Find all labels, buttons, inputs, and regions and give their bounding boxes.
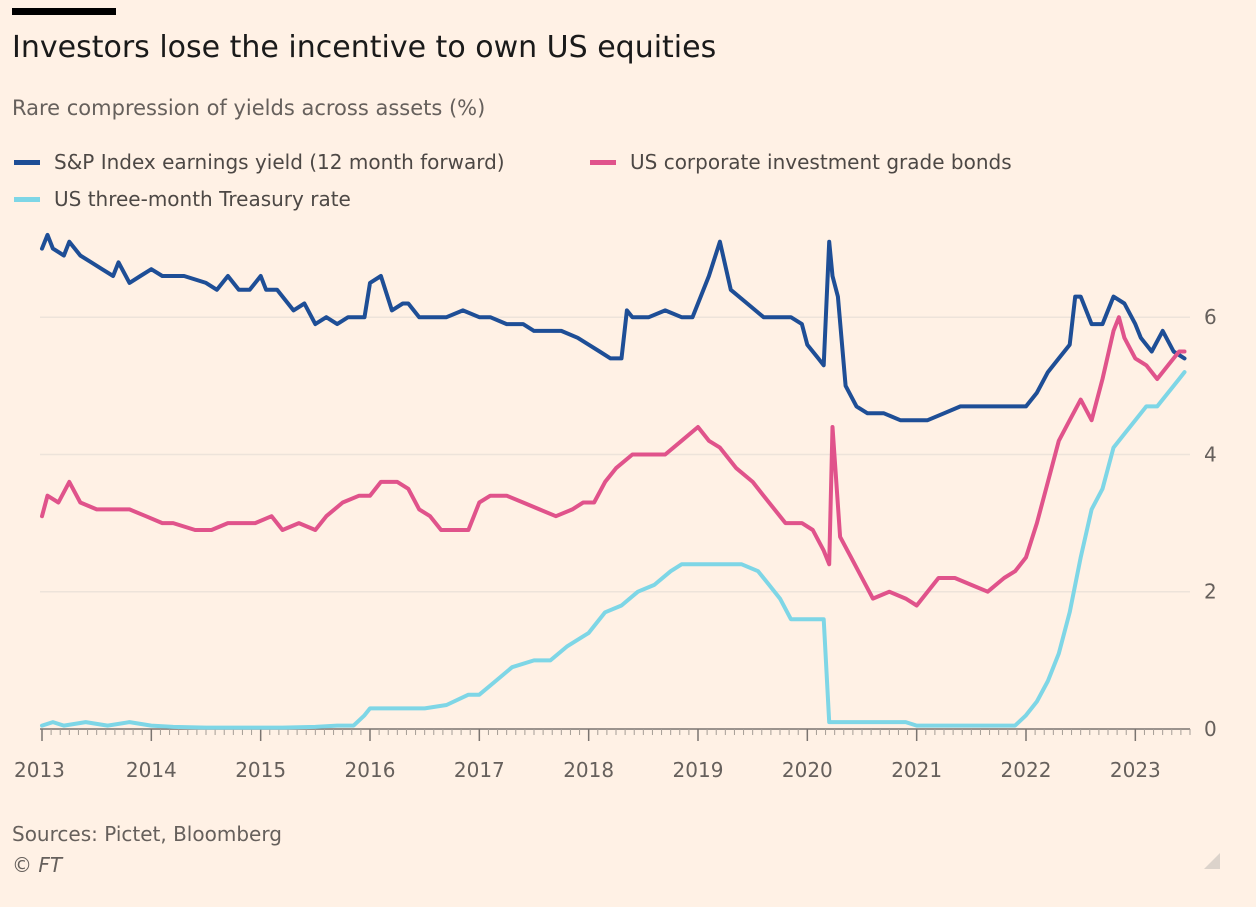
ft-credit: © FT xyxy=(12,853,63,877)
y-tick-label-4: 4 xyxy=(1204,442,1217,466)
x-tick-label-2014: 2014 xyxy=(126,758,177,782)
x-tick-label-2020: 2020 xyxy=(782,758,833,782)
legend-swatch-corporate-bonds xyxy=(590,159,616,165)
series-line-2 xyxy=(40,370,1187,730)
x-tick-label-2023: 2023 xyxy=(1110,758,1161,782)
x-tick-label-2021: 2021 xyxy=(891,758,942,782)
x-tick-label-2017: 2017 xyxy=(454,758,505,782)
ft-top-rule xyxy=(12,8,116,15)
source-note: Sources: Pictet, Bloomberg xyxy=(12,822,282,846)
resize-handle-icon xyxy=(1204,853,1220,869)
legend-item-corporate-bonds: US corporate investment grade bonds xyxy=(590,150,1012,174)
legend-item-treasury-rate: US three-month Treasury rate xyxy=(14,187,351,211)
y-tick-label-6: 6 xyxy=(1204,305,1217,329)
y-tick-label-2: 2 xyxy=(1204,580,1217,604)
x-tick-label-2018: 2018 xyxy=(563,758,614,782)
x-tick-label-2013: 2013 xyxy=(14,758,65,782)
legend-swatch-treasury-rate xyxy=(14,196,40,202)
legend-label-corporate-bonds: US corporate investment grade bonds xyxy=(630,150,1012,174)
x-tick-label-2015: 2015 xyxy=(235,758,286,782)
chart-subtitle: Rare compression of yields across assets… xyxy=(12,96,486,120)
legend-swatch-sp-earnings-yield xyxy=(14,159,40,165)
x-tick-label-2016: 2016 xyxy=(345,758,396,782)
x-tick-label-2019: 2019 xyxy=(673,758,724,782)
legend-label-treasury-rate: US three-month Treasury rate xyxy=(54,187,351,211)
legend-item-sp-earnings-yield: S&P Index earnings yield (12 month forwa… xyxy=(14,150,505,174)
series-line-0 xyxy=(40,232,1187,423)
y-tick-label-0: 0 xyxy=(1204,717,1217,741)
chart-title: Investors lose the incentive to own US e… xyxy=(12,30,717,65)
x-tick-label-2022: 2022 xyxy=(1001,758,1052,782)
legend-label-sp-earnings-yield: S&P Index earnings yield (12 month forwa… xyxy=(54,150,505,174)
series-line-1 xyxy=(40,315,1187,608)
